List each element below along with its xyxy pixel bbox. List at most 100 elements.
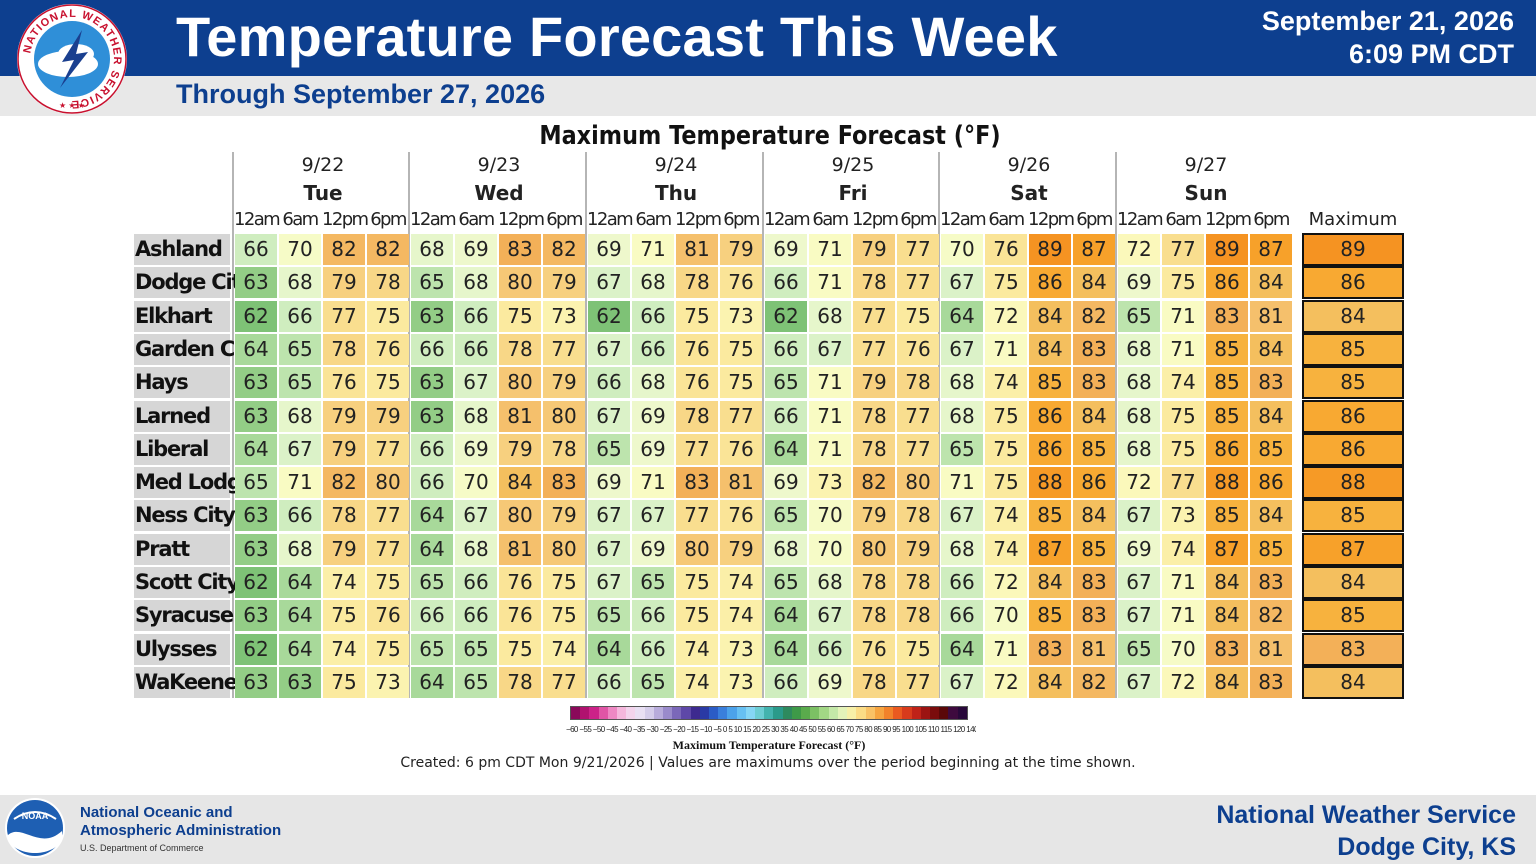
temp-cell: 78 <box>897 367 939 398</box>
max-temp-cell: 86 <box>1302 433 1404 466</box>
legend-swatch <box>874 707 884 719</box>
temp-cell: 78 <box>853 667 895 698</box>
temp-cell: 79 <box>720 234 762 265</box>
temp-cell: 79 <box>323 534 365 565</box>
max-temp-cell: 86 <box>1302 400 1404 433</box>
temp-cell: 82 <box>323 467 365 498</box>
temp-cell: 77 <box>853 334 895 365</box>
temp-cell: 84 <box>1029 667 1071 698</box>
noaa-department: U.S. Department of Commerce <box>80 843 204 853</box>
station-name: Syracuse <box>134 600 234 631</box>
temp-cell: 67 <box>455 500 497 531</box>
noaa-name-line2: Atmospheric Administration <box>80 822 282 839</box>
legend-swatch <box>736 707 746 719</box>
temp-cell: 84 <box>1250 401 1292 432</box>
legend-swatch <box>607 707 618 719</box>
temp-cell: 78 <box>323 500 365 531</box>
temp-cell: 67 <box>588 567 630 598</box>
temp-cell: 82 <box>543 234 585 265</box>
temp-cell: 75 <box>367 634 409 665</box>
temp-cell: 68 <box>941 534 983 565</box>
header-day: Tue <box>303 181 343 205</box>
day-separator <box>762 152 764 698</box>
day-separator <box>1115 152 1117 698</box>
temp-cell: 75 <box>985 267 1027 298</box>
temp-cell: 71 <box>941 467 983 498</box>
temp-cell: 63 <box>411 301 453 332</box>
legend-swatch <box>929 707 940 719</box>
temp-cell: 64 <box>765 434 807 465</box>
temp-cell: 84 <box>1206 600 1248 631</box>
temp-cell: 63 <box>235 667 277 698</box>
temp-cell: 66 <box>765 267 807 298</box>
header-time: 6am <box>812 209 849 230</box>
temp-cell: 71 <box>985 634 1027 665</box>
legend-swatch <box>828 707 838 719</box>
color-legend <box>570 706 968 720</box>
temp-cell: 79 <box>853 367 895 398</box>
temp-cell: 65 <box>455 667 497 698</box>
temp-cell: 75 <box>543 567 585 598</box>
temp-cell: 86 <box>1029 434 1071 465</box>
temp-cell: 84 <box>1206 567 1248 598</box>
temp-cell: 67 <box>1118 500 1160 531</box>
temp-cell: 83 <box>1073 567 1115 598</box>
temp-cell: 64 <box>279 634 321 665</box>
temp-cell: 65 <box>765 567 807 598</box>
temp-cell: 84 <box>1073 401 1115 432</box>
noaa-name-line1: National Oceanic and <box>80 804 233 821</box>
station-name: Med Lodge <box>134 467 255 498</box>
temp-cell: 83 <box>543 467 585 498</box>
temp-cell: 79 <box>367 401 409 432</box>
header-time: 12pm <box>675 209 722 230</box>
issue-time: 6:09 PM CDT <box>1348 39 1514 69</box>
temp-cell: 69 <box>588 467 630 498</box>
temp-cell: 84 <box>1250 334 1292 365</box>
legend-swatch <box>727 707 737 719</box>
temp-cell: 75 <box>897 301 939 332</box>
day-separator <box>408 152 410 698</box>
temp-cell: 75 <box>499 634 541 665</box>
temp-cell: 85 <box>1206 367 1248 398</box>
temp-cell: 75 <box>1162 401 1204 432</box>
temp-cell: 75 <box>367 567 409 598</box>
temp-cell: 64 <box>941 634 983 665</box>
temp-cell: 85 <box>1073 434 1115 465</box>
temp-cell: 77 <box>543 667 585 698</box>
temp-cell: 82 <box>1073 301 1115 332</box>
temp-cell: 62 <box>235 301 277 332</box>
temp-cell: 78 <box>853 434 895 465</box>
temp-cell: 74 <box>720 600 762 631</box>
legend-swatch <box>911 707 921 719</box>
header-day: Fri <box>838 181 868 205</box>
legend-swatch <box>939 707 949 719</box>
svg-text:★ ★ ★: ★ ★ ★ <box>59 101 85 110</box>
temp-cell: 73 <box>543 301 585 332</box>
header-time: 12pm <box>498 209 545 230</box>
temp-cell: 69 <box>588 234 630 265</box>
temp-cell: 77 <box>897 667 939 698</box>
temp-cell: 67 <box>588 534 630 565</box>
temp-cell: 79 <box>853 234 895 265</box>
temp-cell: 84 <box>1029 301 1071 332</box>
temp-cell: 68 <box>941 367 983 398</box>
temp-cell: 68 <box>809 567 851 598</box>
temp-cell: 66 <box>411 467 453 498</box>
temp-cell: 71 <box>1162 301 1204 332</box>
temp-cell: 74 <box>1162 534 1204 565</box>
legend-swatch <box>902 707 912 719</box>
max-temp-cell: 84 <box>1302 666 1404 699</box>
temp-cell: 85 <box>1206 500 1248 531</box>
station-name: Ness City <box>134 500 236 531</box>
temp-cell: 81 <box>676 234 718 265</box>
office-name: National Weather Service Dodge City, KS <box>1216 799 1516 863</box>
header-time: 6pm <box>370 209 407 230</box>
temp-cell: 66 <box>235 234 277 265</box>
temp-cell: 67 <box>588 500 630 531</box>
temp-cell: 74 <box>323 634 365 665</box>
temp-cell: 81 <box>720 467 762 498</box>
temp-cell: 66 <box>765 401 807 432</box>
temp-cell: 71 <box>809 267 851 298</box>
temp-cell: 76 <box>323 367 365 398</box>
temp-cell: 78 <box>499 667 541 698</box>
